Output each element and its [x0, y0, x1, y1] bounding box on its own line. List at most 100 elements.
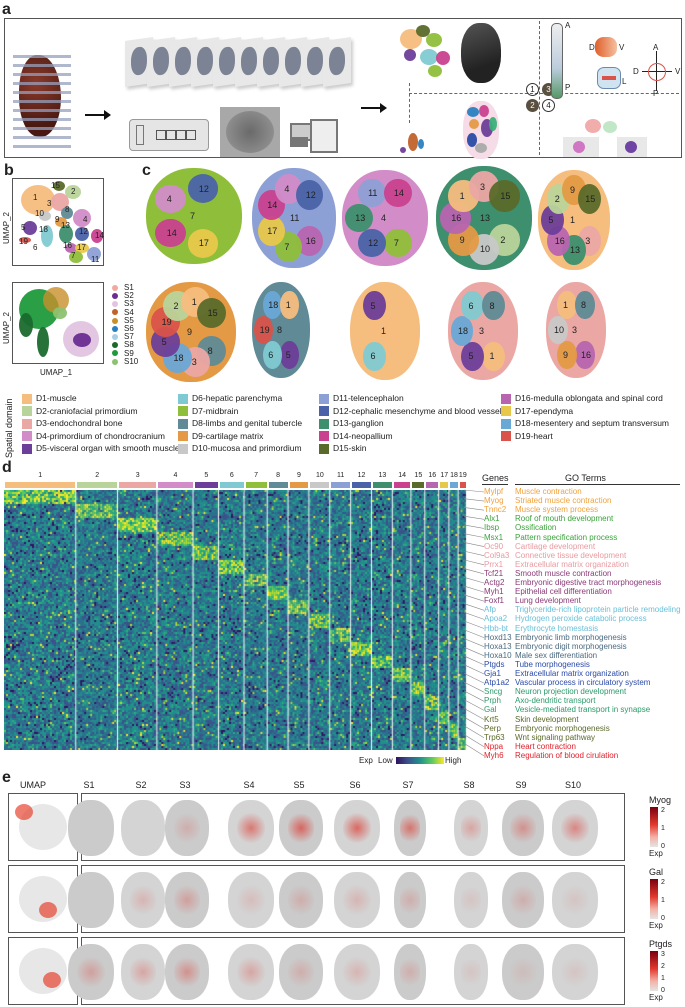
cluster-label: 6	[33, 243, 38, 252]
domain-number-label: 19	[259, 325, 270, 335]
gene-name: Msx1	[484, 532, 504, 542]
sample-legend-item: S6	[112, 325, 134, 333]
gene-name: Col9a3	[484, 550, 510, 560]
gene-name: Myog	[484, 496, 504, 506]
color-swatch-icon	[319, 393, 329, 404]
domain-number-label: 1	[563, 300, 569, 311]
section-expression-map	[68, 944, 114, 1000]
connector-line	[463, 620, 485, 629]
cluster-number: 8	[276, 472, 281, 479]
domain-number-label: 1	[191, 297, 197, 308]
domain-label: D18-mesentery and septum transversum	[515, 418, 670, 428]
domain-label: D5-visceral organ with smooth muscle	[36, 443, 180, 453]
domain-number-label: 3	[191, 356, 197, 367]
domain-number-label: 2	[500, 235, 506, 246]
go-term: Wnt signaling pathway	[515, 732, 596, 742]
connector-line	[463, 550, 485, 556]
gene-name: Atp1a2	[484, 678, 510, 688]
gene-name: Alx1	[484, 514, 500, 524]
stereo-chip-icon	[129, 119, 209, 151]
gene-name: Hoxa13	[484, 641, 512, 651]
column-title: S7	[402, 780, 414, 790]
gene-name: Foxf1	[484, 596, 505, 606]
domain-number-label: 4	[284, 183, 290, 194]
compass-dorsal-label: D	[633, 67, 639, 76]
panel-d-label: d	[2, 459, 12, 476]
section-expression-map	[121, 944, 165, 1000]
domain-region	[187, 228, 219, 258]
section-expression-map	[228, 800, 274, 856]
domain-number-label: 1	[381, 326, 387, 336]
section-expression-map	[454, 800, 488, 856]
sample-legend-item: S3	[112, 300, 134, 308]
sample-legend-item: S1	[112, 284, 134, 292]
gene-name: Oc90	[484, 541, 504, 551]
colorbar-tick: 1	[661, 825, 665, 832]
cluster-label: 13	[61, 221, 70, 230]
go-term: Roof of mouth development	[515, 514, 614, 524]
domain-region	[363, 341, 386, 372]
domain-legend-item: D6-hepatic parenchyma	[178, 393, 282, 404]
sample-name: S8	[124, 340, 134, 350]
go-term: Extracellular matrix organization	[515, 559, 629, 569]
colorbar-exp-label: Exp	[649, 921, 663, 930]
sample-name: S2	[124, 291, 134, 301]
go-term: Erythrocyte homestasis	[515, 623, 599, 633]
domain-number-label: 14	[393, 188, 404, 199]
color-swatch-icon	[22, 418, 32, 429]
umap-expression-plot	[8, 793, 78, 861]
domain-legend-item: D5-visceral organ with smooth muscle	[22, 443, 180, 454]
heatmap-colorbar-high: High	[445, 756, 462, 765]
color-swatch-icon	[319, 431, 329, 442]
domain-number-label: 5	[285, 349, 291, 360]
go-term: Embryonic morphogenesis	[515, 723, 610, 733]
connector-line	[463, 594, 485, 602]
color-swatch-icon	[501, 393, 511, 404]
cluster-label: 18	[39, 225, 48, 234]
connector-line	[463, 585, 485, 593]
column-title: S8	[463, 780, 475, 790]
domain-number-label: 15	[207, 307, 218, 318]
domain-legend-item: D8-limbs and genital tubercle	[178, 418, 302, 429]
domain-number-label: 17	[198, 238, 209, 249]
go-term: Ossification	[515, 523, 557, 533]
domain-number-label: 9	[563, 349, 569, 360]
connector-line	[463, 629, 485, 638]
domain-number-label: 4	[166, 194, 172, 205]
column-title: S9	[515, 780, 527, 790]
embryo-section-image	[461, 23, 501, 83]
section-expression-map	[279, 872, 323, 928]
domain-legend-item: D16-medulla oblongata and spinal cord	[501, 393, 663, 404]
go-term: Neuron projection development	[515, 687, 627, 697]
section-expression-map	[502, 872, 544, 928]
cluster-number: 2	[95, 472, 100, 479]
domain-label: D10-mucosa and primordium	[192, 443, 302, 453]
gene-name: Sncg	[484, 687, 503, 697]
cluster-color-bar	[194, 482, 219, 488]
go-term: Muscle system process	[515, 505, 599, 515]
section-expression-map	[394, 944, 426, 1000]
cluster-color-bar	[426, 482, 439, 488]
column-title: S5	[293, 780, 305, 790]
axis-compass-icon	[640, 45, 674, 97]
legend-dot-icon	[112, 317, 118, 324]
domain-region	[575, 290, 595, 320]
go-term: Skin development	[515, 714, 579, 724]
domain-label: D6-hepatic parenchyma	[192, 393, 283, 403]
color-swatch-icon	[501, 418, 511, 429]
tissue-stain-image	[220, 107, 280, 157]
legend-dot-icon	[112, 301, 118, 308]
domain-number-label: 6	[370, 351, 376, 362]
legend-dot-icon	[112, 325, 118, 332]
sample-legend-item: S7	[112, 333, 134, 341]
connector-line	[463, 638, 485, 647]
domain-region	[384, 228, 412, 258]
gene-name: Actg2	[484, 578, 505, 587]
sample-legend-item: S4	[112, 308, 134, 317]
cluster-number: 5	[204, 472, 209, 479]
sample-name: S5	[124, 315, 134, 325]
domain-legend-item: D17-ependyma	[501, 406, 573, 417]
cluster-label: 16	[63, 241, 72, 250]
connector-line	[463, 664, 485, 675]
tissue-section: 3 1 5 18 6 8	[448, 282, 518, 380]
